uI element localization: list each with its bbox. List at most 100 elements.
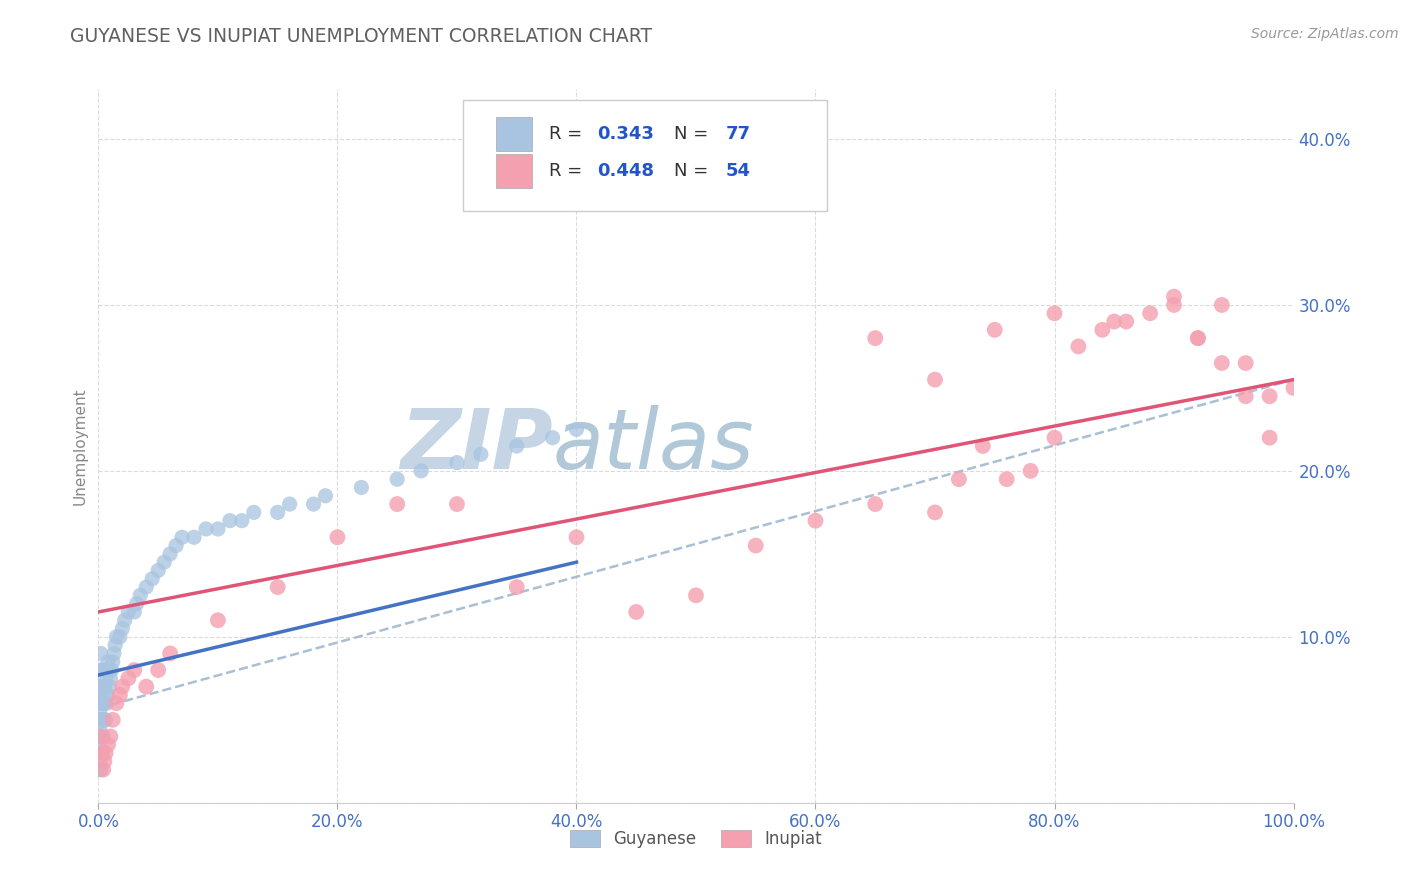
Point	[446, 456, 468, 470]
Text: R =: R =	[548, 125, 588, 143]
Point	[1258, 389, 1281, 403]
Point	[183, 530, 205, 544]
Point	[1234, 389, 1257, 403]
Point	[90, 763, 112, 777]
Point	[267, 505, 290, 519]
Point	[91, 730, 114, 744]
Point	[1043, 431, 1066, 445]
Y-axis label: Unemployment: Unemployment	[72, 387, 87, 505]
Point	[91, 663, 114, 677]
Point	[1067, 339, 1090, 353]
Text: 77: 77	[725, 125, 751, 143]
Point	[91, 746, 114, 760]
Point	[91, 696, 114, 710]
Point	[89, 705, 111, 719]
Point	[565, 422, 588, 436]
Point	[105, 630, 128, 644]
Text: 54: 54	[725, 162, 751, 180]
Point	[90, 696, 112, 710]
Point	[302, 497, 325, 511]
Point	[91, 696, 114, 710]
Point	[124, 663, 146, 677]
Point	[984, 323, 1007, 337]
Point	[91, 746, 114, 760]
Point	[326, 530, 349, 544]
Point	[101, 713, 124, 727]
Point	[93, 754, 115, 768]
Point	[385, 472, 409, 486]
Point	[165, 539, 187, 553]
Point	[565, 530, 588, 544]
Text: N =: N =	[675, 162, 714, 180]
Point	[93, 680, 115, 694]
Point	[96, 696, 118, 710]
Point	[90, 730, 112, 744]
Point	[94, 688, 117, 702]
Point	[98, 730, 122, 744]
Point	[267, 580, 290, 594]
Point	[114, 613, 136, 627]
Text: 0.448: 0.448	[596, 162, 654, 180]
Point	[104, 638, 127, 652]
Point	[91, 713, 114, 727]
Point	[153, 555, 176, 569]
Point	[1163, 290, 1185, 304]
Point	[103, 647, 125, 661]
Point	[94, 713, 117, 727]
Point	[1211, 356, 1233, 370]
Point	[91, 763, 114, 777]
Point	[924, 505, 946, 519]
Point	[89, 696, 111, 710]
Point	[506, 580, 529, 594]
Point	[385, 497, 409, 511]
Point	[89, 738, 111, 752]
Point	[90, 730, 112, 744]
Point	[745, 539, 768, 553]
FancyBboxPatch shape	[463, 100, 827, 211]
Point	[89, 721, 111, 735]
Point	[135, 680, 157, 694]
Point	[97, 688, 120, 702]
Point	[172, 530, 194, 544]
Point	[470, 447, 492, 461]
Point	[446, 497, 468, 511]
Text: GUYANESE VS INUPIAT UNEMPLOYMENT CORRELATION CHART: GUYANESE VS INUPIAT UNEMPLOYMENT CORRELA…	[70, 27, 652, 45]
Text: 0.343: 0.343	[596, 125, 654, 143]
Point	[91, 730, 114, 744]
Point	[91, 680, 114, 694]
Point	[89, 713, 111, 727]
Text: N =: N =	[675, 125, 714, 143]
Text: Source: ZipAtlas.com: Source: ZipAtlas.com	[1251, 27, 1399, 41]
Point	[100, 663, 122, 677]
Point	[315, 489, 337, 503]
FancyBboxPatch shape	[496, 154, 533, 188]
Point	[97, 655, 120, 669]
Point	[89, 688, 111, 702]
Point	[541, 431, 564, 445]
Point	[1258, 431, 1281, 445]
Point	[685, 588, 707, 602]
Point	[1187, 331, 1209, 345]
Point	[93, 696, 115, 710]
Point	[1211, 298, 1233, 312]
FancyBboxPatch shape	[496, 117, 533, 152]
Point	[90, 647, 112, 661]
Point	[148, 564, 170, 578]
Point	[90, 663, 112, 677]
Point	[1115, 314, 1137, 328]
Point	[1139, 306, 1161, 320]
Point	[90, 746, 112, 760]
Point	[90, 680, 112, 694]
Point	[1104, 314, 1126, 328]
Point	[411, 464, 433, 478]
Point	[995, 472, 1018, 486]
Point	[117, 671, 139, 685]
Point	[148, 663, 170, 677]
Point	[804, 514, 827, 528]
Point	[948, 472, 970, 486]
Point	[89, 730, 111, 744]
Point	[626, 605, 648, 619]
Point	[195, 522, 218, 536]
Point	[89, 754, 111, 768]
Text: atlas: atlas	[553, 406, 754, 486]
